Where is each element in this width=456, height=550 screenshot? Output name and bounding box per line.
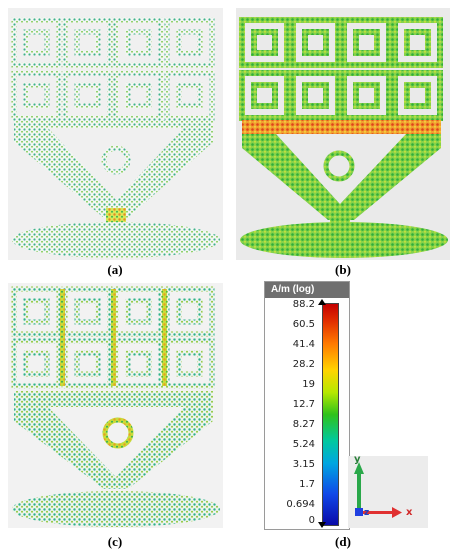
tick-label: 5.24 [292,439,315,450]
axis-y-label: y [354,454,361,465]
tick-label: 28.2 [292,359,315,370]
tick-label: 19 [302,379,315,390]
current-plot-a [8,8,223,260]
current-plot-b [236,8,450,260]
axis-x-label: x [406,507,413,518]
axis-triad: y z x [348,454,428,528]
tick-label: 88.2 [292,299,315,310]
caption-d: (d) [335,534,351,549]
colorbar [322,303,339,526]
colorbar-legend: A/m (log) 88.2 60.5 41.4 28.2 19 12.7 8.… [264,281,350,530]
caption-a: (a) [107,262,123,277]
tick-label: 12.7 [292,399,315,410]
caption-c: (c) [107,534,123,549]
tick-label: 0.694 [286,499,315,510]
tick-label: 1.7 [299,479,315,490]
tick-label: 8.27 [292,419,315,430]
legend-title: A/m (log) [265,282,349,298]
tick-label: 0 [308,515,315,526]
axis-z-label: z [364,508,370,518]
colorbar-arrows [318,299,326,528]
tick-label: 41.4 [292,339,315,350]
current-plot-c [8,283,223,528]
tick-label: 60.5 [292,319,315,330]
caption-b: (b) [335,262,351,277]
tick-label: 3.15 [292,459,315,470]
